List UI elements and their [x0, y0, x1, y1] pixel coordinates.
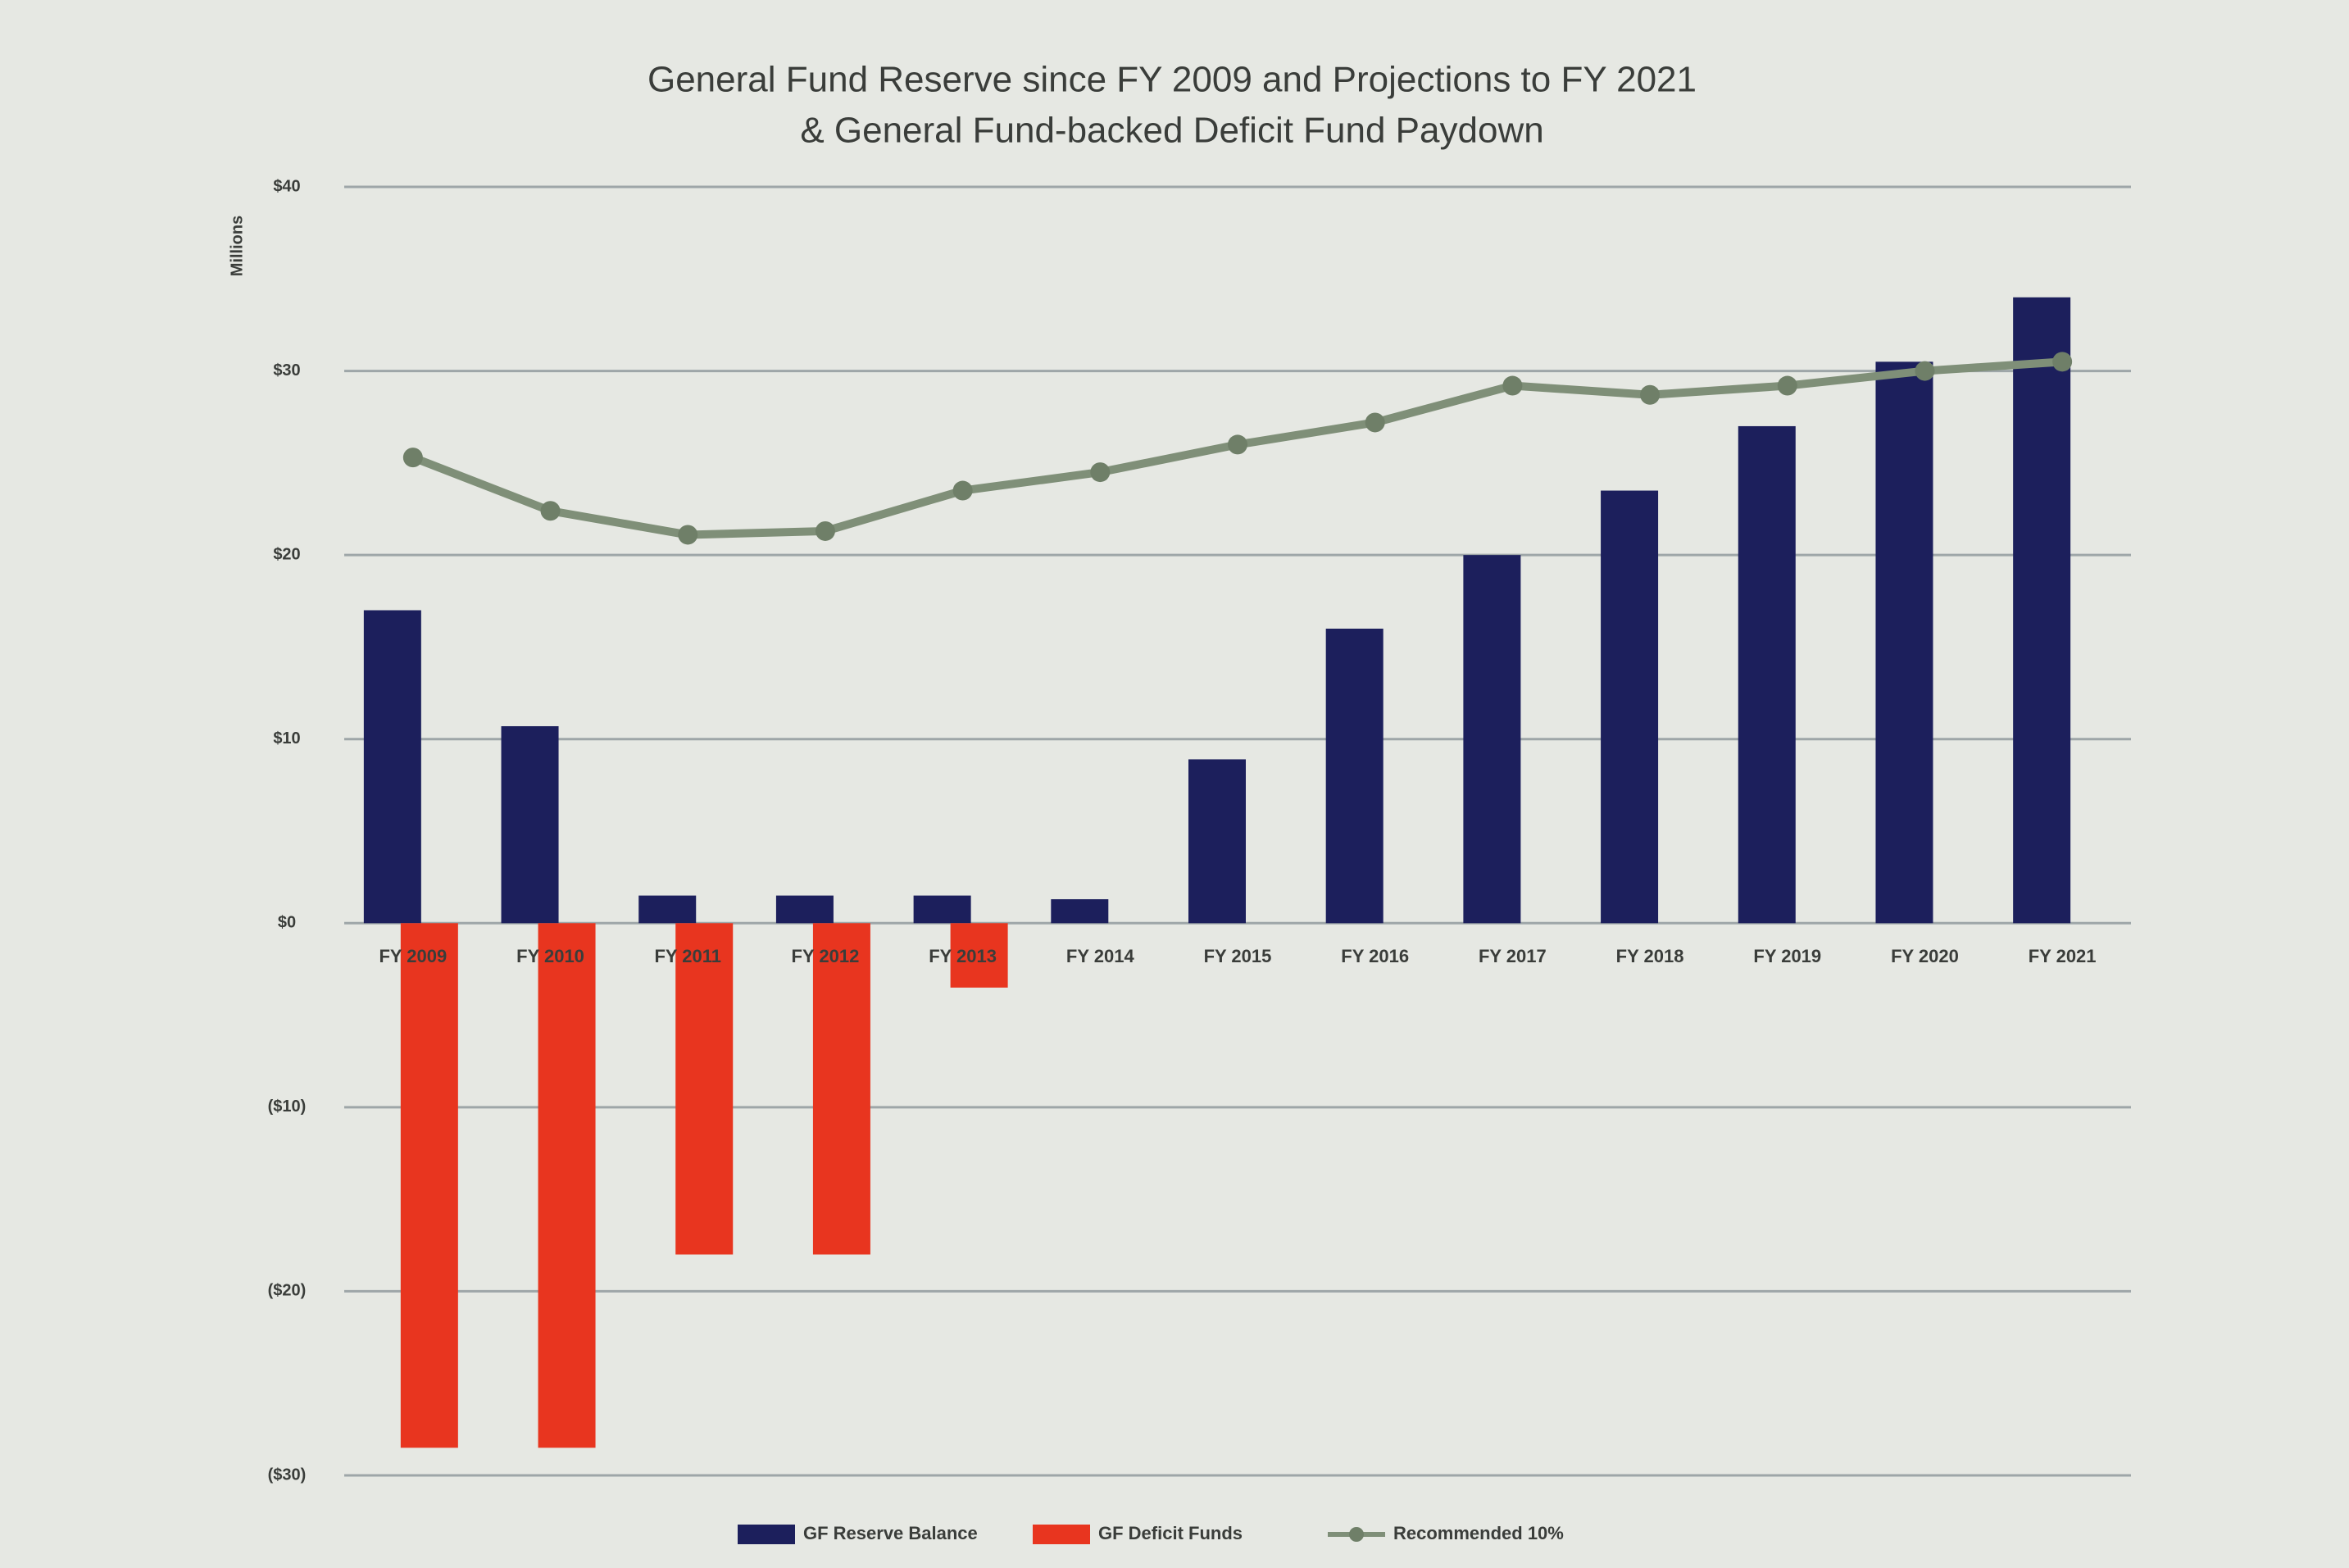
bar: [1463, 555, 1521, 924]
line-marker: [402, 448, 423, 468]
line-marker: [952, 480, 973, 501]
x-tick-label: FY 2018: [1616, 946, 1684, 966]
bar: [775, 895, 834, 924]
line-marker: [1915, 361, 1935, 381]
chart-subtitle: & General Fund-backed Deficit Fund Paydo…: [800, 111, 1543, 151]
line-marker: [1090, 462, 1111, 483]
y-axis-label: Millions: [228, 216, 246, 276]
bar: [363, 610, 421, 924]
bar: [1875, 361, 1933, 924]
line-marker: [815, 520, 835, 541]
line-marker: [1640, 384, 1661, 405]
x-tick-label: FY 2019: [1753, 946, 1821, 966]
bar: [638, 895, 697, 924]
bar: [913, 895, 971, 924]
x-tick-label: FY 2017: [1479, 946, 1547, 966]
line-marker: [678, 525, 698, 545]
line-marker: [1228, 434, 1247, 455]
x-tick-label: FY 2012: [792, 946, 860, 966]
legend-label: GF Reserve Balance: [803, 1523, 978, 1543]
legend-label: GF Deficit Funds: [1098, 1523, 1243, 1543]
bar: [501, 725, 559, 924]
legend-swatch: [1349, 1527, 1364, 1542]
line-marker: [1365, 412, 1385, 433]
line-marker: [1777, 375, 1797, 396]
bar: [1738, 425, 1796, 924]
chart-title: General Fund Reserve since FY 2009 and P…: [647, 60, 1697, 100]
bar: [675, 923, 734, 1255]
x-tick-label: FY 2021: [2029, 946, 2097, 966]
legend-swatch: [738, 1525, 795, 1544]
line-marker: [1502, 375, 1523, 396]
legend-label: Recommended 10%: [1393, 1523, 1564, 1543]
y-tick-label: $30: [273, 361, 300, 380]
x-tick-label: FY 2020: [1891, 946, 1959, 966]
bar: [2013, 297, 2071, 924]
x-tick-label: FY 2009: [379, 946, 447, 966]
x-tick-label: FY 2014: [1066, 946, 1135, 966]
y-tick-label: $10: [273, 729, 300, 748]
line-marker: [540, 501, 561, 521]
bar: [812, 923, 870, 1255]
x-tick-label: FY 2013: [929, 946, 997, 966]
x-tick-label: FY 2011: [654, 946, 721, 966]
y-tick-label: ($20): [268, 1282, 307, 1300]
x-tick-label: FY 2015: [1204, 946, 1272, 966]
bar: [1601, 490, 1659, 924]
y-tick-label: ($10): [268, 1098, 307, 1116]
y-tick-label: $40: [273, 177, 300, 195]
bar: [1325, 628, 1384, 924]
y-tick-label: ($30): [268, 1466, 307, 1484]
y-tick-label: $0: [278, 914, 296, 932]
bar: [400, 923, 458, 1448]
legend-swatch: [1033, 1525, 1090, 1544]
line-marker: [2052, 352, 2073, 372]
x-tick-label: FY 2010: [516, 946, 584, 966]
y-tick-label: $20: [273, 545, 300, 563]
bar: [950, 923, 1008, 988]
x-tick-label: FY 2016: [1341, 946, 1409, 966]
bar: [1051, 899, 1109, 924]
bar: [538, 923, 596, 1448]
bar: [1188, 759, 1246, 924]
